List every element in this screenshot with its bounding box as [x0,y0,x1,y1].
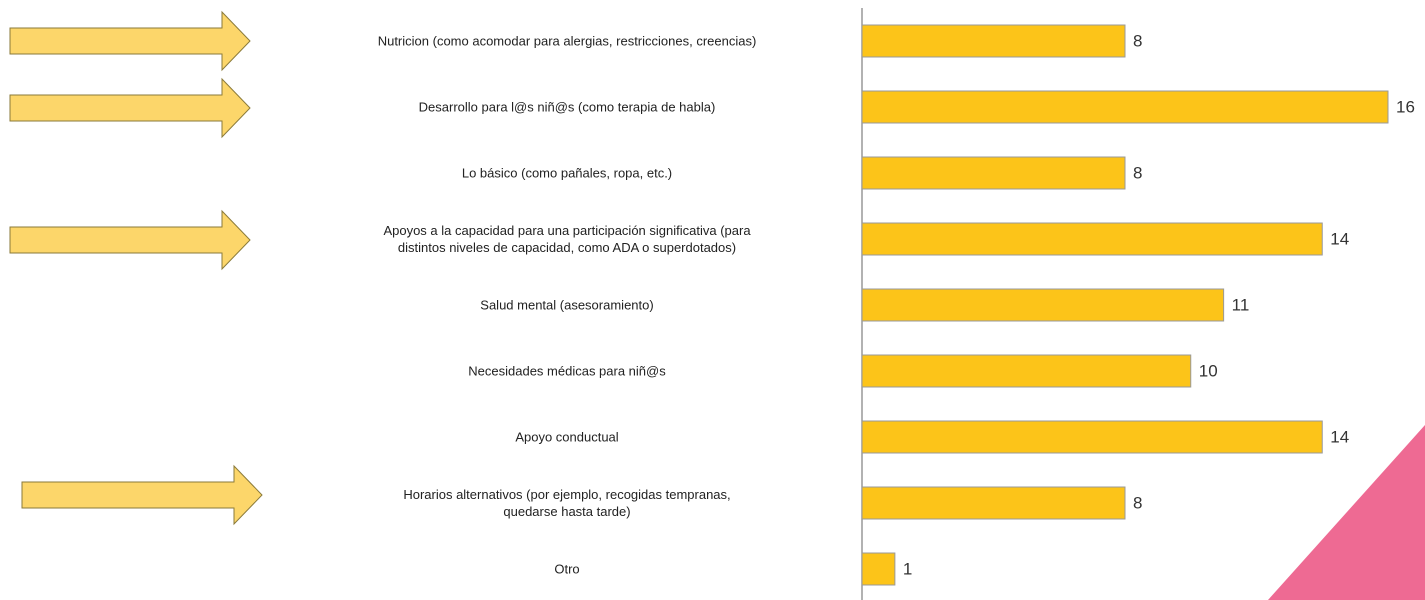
category-label: Necesidades médicas para niñ@s [468,363,666,379]
category-label: Lo básico (como pañales, ropa, etc.) [461,165,673,181]
value-label: 10 [1199,361,1218,380]
value-label: 1 [903,559,912,578]
arrow [9,10,251,72]
arrow [9,77,251,139]
decor-triangle [1268,425,1425,600]
bar [861,486,1126,520]
category-label: Nutricion (como acomodar para alergias, … [377,33,757,49]
category-label: Desarrollo para l@s niñ@s (como terapia … [418,99,716,115]
value-label: 8 [1133,493,1142,512]
arrow [9,209,251,271]
category-label: Horarios alternativos (por ejemplo, reco… [403,487,731,519]
arrow [21,464,263,526]
bar [861,222,1323,256]
bar [861,156,1126,190]
category-label: Otro [554,561,580,577]
value-label: 11 [1232,295,1250,314]
bar [861,288,1225,322]
value-label: 14 [1330,229,1349,248]
value-label: 16 [1396,97,1415,116]
bar [861,354,1192,388]
bar [861,24,1126,58]
value-label: 14 [1330,427,1349,446]
bar [861,420,1323,454]
category-label: Apoyos a la capacidad para una participa… [383,223,751,255]
bar [861,552,896,586]
value-label: 8 [1133,31,1142,50]
category-label: Salud mental (asesoramiento) [480,297,654,313]
value-label: 8 [1133,163,1142,182]
category-label: Apoyo conductual [515,429,619,445]
bar [861,90,1389,124]
